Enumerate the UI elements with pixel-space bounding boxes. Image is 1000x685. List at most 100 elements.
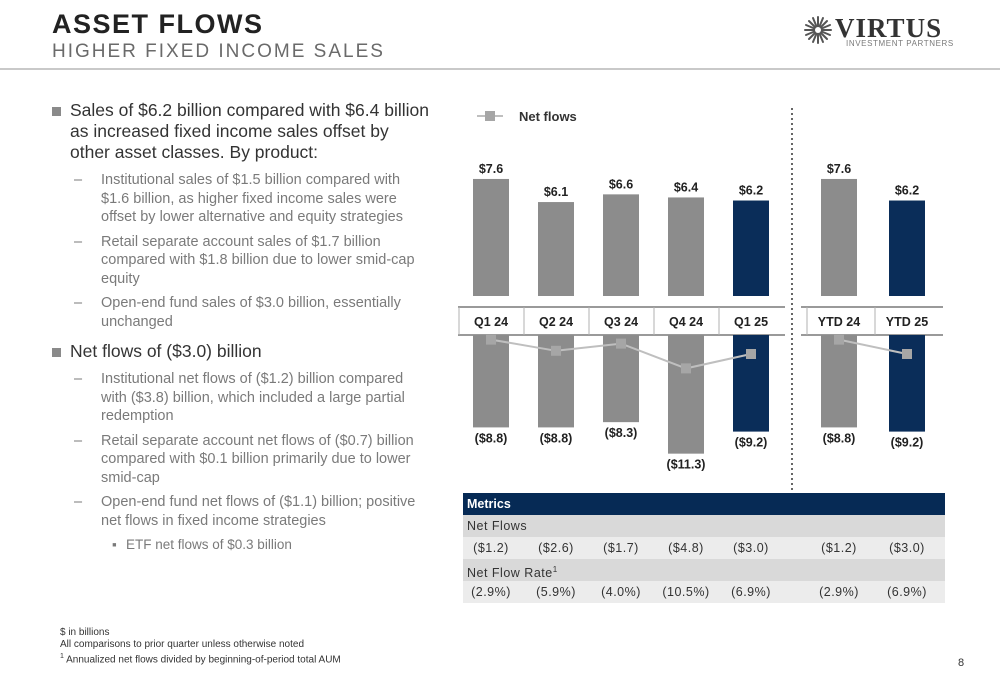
sales-bar (821, 178, 857, 296)
sales-data-label: $6.2 (895, 184, 919, 198)
logo-wordmark: VIRTUS (835, 13, 943, 43)
net-flow-marker (486, 334, 496, 345)
redemptions-data-label: ($8.8) (823, 431, 856, 445)
net-flow-rate-cell: (4.0%) (601, 585, 641, 599)
sub-bullet: – Institutional sales of $1.5 billion com… (52, 171, 432, 227)
sales-data-label: $7.6 (479, 162, 503, 176)
redemptions-data-label: ($11.3) (667, 458, 706, 472)
redemptions-bar (603, 335, 639, 423)
net-flow-rate-cell: (5.9%) (536, 585, 576, 599)
bullet-square (52, 348, 61, 357)
page-number: 8 (958, 657, 965, 669)
footnotes: $ in billions All comparisons to prior q… (60, 627, 341, 666)
footnote-rate: 1 Annualized net flows divided by beginn… (60, 651, 341, 666)
category-label: Q1 25 (734, 315, 768, 329)
category-label: YTD 25 (886, 315, 928, 329)
flows-chart: Net flows $7.6 ($8.8) Q1 24 $6.1 ($8.8) Q2 24 $… (458, 108, 943, 500)
net-flow-rate-cell: (6.9%) (887, 585, 927, 599)
sub-bullet-text: Open-end fund sales of $3.0 billion, ess… (101, 295, 401, 330)
sales-data-label: $6.6 (609, 177, 633, 191)
footnote-comparisons: All comparisons to prior quarter unless … (60, 639, 305, 650)
net-flow-rate-cell: (6.9%) (731, 585, 771, 599)
net-flows-label: Net Flows (463, 515, 945, 537)
redemptions-data-label: ($9.2) (891, 436, 924, 450)
sub-bullet-text: Retail separate account net flows of ($0… (101, 432, 414, 486)
sales-data-label: $6.4 (674, 180, 698, 194)
net-flow-marker (834, 334, 844, 345)
dot-marker: ▪ (112, 537, 117, 552)
net-flow-marker (902, 349, 912, 359)
sub-bullet: – Open-end fund net flows of ($1.1) billi… (52, 493, 432, 530)
legend-marker (485, 111, 495, 121)
bullet-text: Sales of $6.2 billion compared with $6.4… (70, 100, 429, 162)
page-subtitle: HIGHER FIXED INCOME SALES (52, 41, 385, 62)
dash-marker: – (74, 233, 83, 250)
category-label: Q2 24 (539, 315, 573, 329)
bullet-net-flows: Net flows of ($3.0) billion (52, 341, 432, 362)
net-flows-row: ($1.2) ($2.6) ($1.7) ($4.8) ($3.0) ($1.2) ($3.… (463, 537, 945, 559)
footnote-rate-text: Annualized net flows divided by beginnin… (66, 654, 341, 666)
redemptions-data-label: ($8.3) (605, 426, 638, 440)
net-flow-marker (551, 345, 561, 356)
page-title: ASSET FLOWS (52, 9, 264, 39)
net-flow-rate-label: Net Flow Rate1 (463, 559, 945, 581)
redemptions-bar (821, 335, 857, 428)
net-flow-marker (616, 338, 626, 349)
legend-label: Net flows (519, 109, 577, 124)
net-flows-cell: ($2.6) (538, 541, 574, 555)
dash-marker: – (74, 432, 83, 449)
sub-bullet-text: Open-end fund net flows of ($1.1) billio… (101, 494, 416, 529)
dash-marker: – (74, 295, 83, 311)
redemptions-data-label: ($9.2) (735, 436, 768, 450)
starburst-icon (804, 16, 832, 44)
redemptions-data-label: ($8.8) (475, 431, 508, 445)
net-flows-cell: ($1.7) (603, 541, 639, 555)
net-flow-marker (746, 349, 756, 359)
bullet-square (52, 107, 61, 116)
metrics-header: Metrics (463, 493, 945, 515)
company-logo: VIRTUS INVESTMENT PARTNERS (803, 14, 963, 50)
sales-bar (538, 202, 574, 296)
sub-bullet: – Retail separate account net flows of ($… (52, 432, 432, 488)
net-flows-cell: ($1.2) (473, 541, 509, 555)
net-flows-cell: ($3.0) (889, 541, 925, 555)
rate-label-text: Net Flow Rate (467, 566, 553, 581)
dash-marker: – (74, 371, 83, 387)
redemptions-bar (668, 335, 704, 454)
sub-bullet-text: Retail separate account sales of $1.7 bi… (101, 233, 415, 287)
sub-sub-bullet-text: ETF net flows of $0.3 billion (126, 537, 292, 552)
dash-marker: – (74, 172, 83, 188)
bullet-text: Net flows of ($3.0) billion (70, 341, 262, 361)
sales-bar (668, 197, 704, 296)
bullet-list: Sales of $6.2 billion compared with $6.4… (52, 100, 432, 560)
sub-sub-bullet: ▪ ETF net flows of $0.3 billion (52, 536, 432, 554)
header-divider (0, 68, 1000, 70)
net-flow-rate-cell: (2.9%) (471, 585, 511, 599)
bullet-sales: Sales of $6.2 billion compared with $6.4… (52, 100, 432, 163)
footnote-units: $ in billions (60, 627, 110, 638)
net-flow-rate-cell: (2.9%) (819, 585, 859, 599)
net-flow-rate-cell: (10.5%) (662, 585, 710, 599)
sales-data-label: $7.6 (827, 162, 851, 176)
net-flow-marker (681, 363, 691, 374)
net-flows-line-ytd (838, 338, 908, 355)
net-flows-cell: ($1.2) (821, 541, 857, 555)
sales-bar (603, 194, 639, 296)
category-label: Q3 24 (604, 315, 638, 329)
logo-tagline: INVESTMENT PARTNERS (846, 39, 954, 48)
sales-bar (733, 200, 769, 296)
sub-bullet: – Institutional net flows of ($1.2) billi… (52, 370, 432, 426)
net-flows-cell: ($3.0) (733, 541, 769, 555)
net-flow-rate-row: (2.9%) (5.9%) (4.0%) (10.5%) (6.9%) (2.9%) (6.… (463, 581, 945, 603)
metrics-table: Metrics Net Flows ($1.2) ($2.6) ($1.7) ($4.… (463, 493, 945, 603)
sales-data-label: $6.1 (544, 185, 568, 199)
sales-data-label: $6.2 (739, 184, 763, 198)
redemptions-data-label: ($8.8) (540, 431, 573, 445)
redemptions-bar (473, 335, 509, 428)
sub-bullet: – Retail separate account sales of $1.7 b… (52, 233, 432, 289)
sub-bullet-text: Institutional net flows of ($1.2) billio… (101, 371, 405, 424)
sub-bullet-text: Institutional sales of $1.5 billion comp… (101, 172, 403, 225)
net-flows-cell: ($4.8) (668, 541, 704, 555)
category-label: Q4 24 (669, 315, 703, 329)
sub-bullet: – Open-end fund sales of $3.0 billion, es… (52, 294, 432, 331)
